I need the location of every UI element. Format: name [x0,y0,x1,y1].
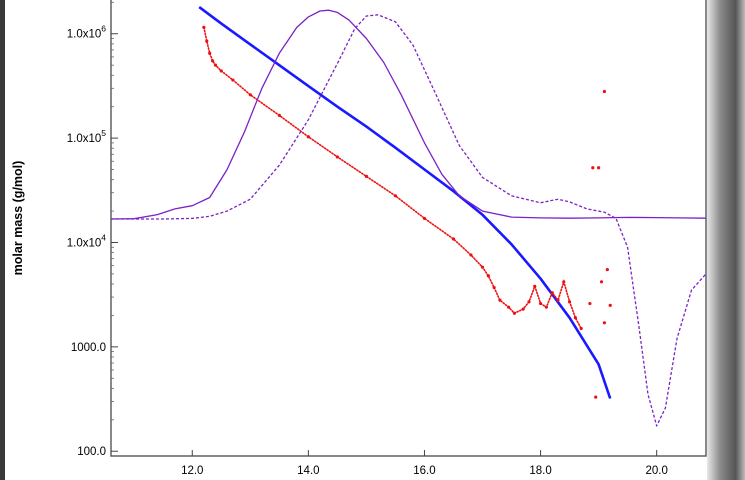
window-frame-shadow [707,0,745,480]
y-axis-title: molar mass (g/mol) [11,161,25,276]
y-tick-label: 1.0x105 [67,128,107,145]
y-tick-exponent: 6 [101,24,106,34]
outlier-point [602,321,607,325]
series-purple-dashed [111,14,706,427]
y-tick-mantissa: 1.0x10 [67,237,102,249]
series-red-trace [203,26,582,330]
outlier-point [588,301,592,306]
series-layer [111,6,706,427]
x-tick-label: 16.0 [413,465,435,477]
outlier-point [602,89,607,94]
outlier-point [605,267,609,272]
x-tick-label: 12.0 [181,465,203,477]
y-tick-label: 1.0x106 [67,24,107,41]
y-tick-label: 100.0 [77,446,106,458]
outlier-point [597,166,601,170]
plot-area [110,0,707,457]
x-tick-label: 14.0 [297,465,319,477]
y-tick-label: 1000.0 [71,342,106,354]
axis-layer: 12.0 14.0 16.0 18.0 20.0100.01000.01.0x1041.… [67,1,668,477]
y-tick-label: 1.0x104 [67,232,107,249]
x-tick-label: 18.0 [529,465,551,477]
y-tick-mantissa: 1.0x10 [67,29,102,41]
x-tick-label: 20.0 [645,465,667,477]
y-tick-exponent: 5 [101,128,106,138]
y-tick-mantissa: 1.0x10 [67,133,102,145]
outlier-point [591,166,595,170]
outlier-point [608,303,612,307]
series-purple-solid [111,9,706,220]
series-blue-line [198,6,612,399]
window-frame-left [0,0,5,480]
outlier-point [594,395,598,399]
outlier-point [599,280,604,284]
y-tick-exponent: 4 [101,232,106,242]
outlier-points [588,89,612,399]
